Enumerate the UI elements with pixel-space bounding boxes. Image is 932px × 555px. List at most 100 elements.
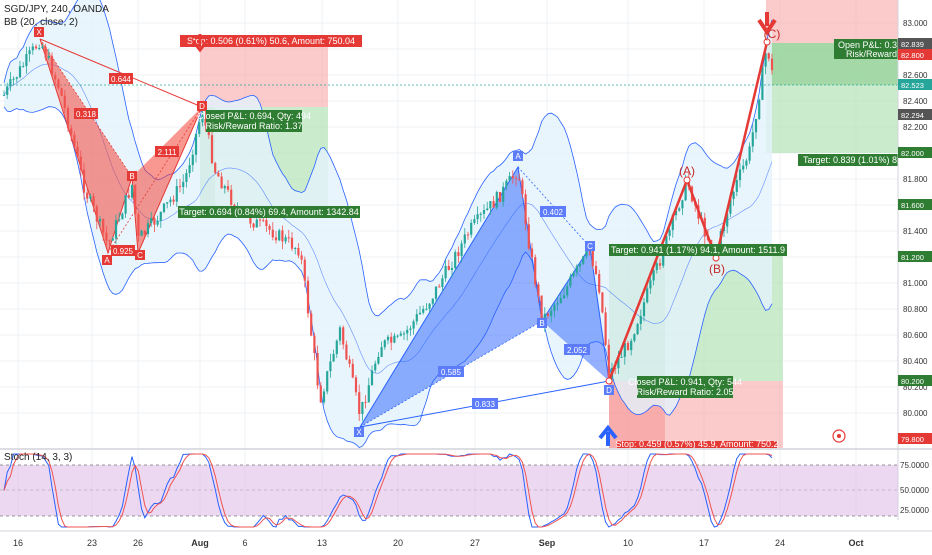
- svg-text:82.800: 82.800: [901, 51, 924, 60]
- candle: [137, 211, 140, 243]
- candle: [428, 302, 431, 313]
- blue-point-b: B: [539, 319, 544, 328]
- abc-pattern[interactable]: [605, 38, 771, 385]
- candle: [354, 375, 358, 396]
- candle: [370, 365, 374, 386]
- candle: [598, 269, 601, 295]
- candle: [546, 312, 550, 319]
- candle: [198, 117, 201, 138]
- candle: [361, 401, 364, 421]
- blue-pattern-labels: A C B X D 0.402 2.052 0.585 0.833: [354, 151, 614, 437]
- blue-ratio-xb: 0.585: [441, 368, 462, 377]
- candle: [252, 222, 255, 231]
- candle: [223, 184, 226, 194]
- candle: [143, 230, 146, 238]
- candle: [770, 53, 774, 75]
- candle: [41, 44, 44, 50]
- svg-text:82.839: 82.839: [901, 40, 924, 49]
- candle: [210, 129, 214, 165]
- candle: [438, 283, 441, 288]
- red-point-c: C: [137, 251, 143, 260]
- long-entry-arrow-icon: [598, 424, 618, 446]
- candle: [495, 190, 498, 210]
- candle: [38, 44, 41, 51]
- time-tick: 24: [775, 538, 785, 548]
- candle: [348, 355, 351, 368]
- candle: [278, 228, 281, 242]
- stochastic-pane[interactable]: Stoch (14, 3, 3) 75.0000 50.0000 25.0000: [0, 452, 929, 528]
- svg-text:79.800: 79.800: [901, 435, 924, 444]
- short-entry-arrow-icon: [191, 34, 209, 53]
- blue-ratio-ac: 0.402: [543, 208, 564, 217]
- candle: [406, 325, 409, 341]
- candle: [582, 255, 585, 266]
- candle: [140, 229, 143, 236]
- candle: [639, 309, 642, 331]
- candle: [82, 162, 86, 200]
- candle: [159, 211, 162, 228]
- candle: [415, 309, 418, 325]
- blue-point-x: X: [356, 428, 362, 437]
- candle: [390, 332, 393, 351]
- open-short-arrow-icon: [757, 12, 777, 36]
- candle: [518, 173, 521, 181]
- candle: [166, 201, 169, 209]
- price-tick: 80.400: [903, 357, 928, 366]
- candle: [338, 325, 342, 345]
- candle: [633, 333, 636, 343]
- stoch-legend: Stoch (14, 3, 3): [4, 452, 72, 463]
- candle: [134, 184, 137, 218]
- red-ratio-ac: 0.925: [113, 247, 134, 256]
- candle: [332, 349, 335, 362]
- candle: [86, 187, 89, 204]
- red-ratio-xb: 0.318: [76, 110, 97, 119]
- time-tick: 27: [470, 538, 480, 548]
- red-ratio-xd: 0.644: [111, 75, 132, 84]
- time-axis[interactable]: 16 23 26 Aug 6 13 20 27 Sep 10 17 24 Oct: [0, 530, 932, 548]
- candlestick-series: [2, 43, 774, 421]
- open-label-2: Risk/Reward R: [846, 49, 907, 59]
- candle: [191, 149, 194, 172]
- candle: [393, 332, 396, 344]
- candle: [25, 46, 28, 74]
- candle: [351, 358, 354, 379]
- candle: [169, 196, 172, 207]
- target-circle-icon[interactable]: [832, 429, 846, 443]
- svg-text:80.200: 80.200: [901, 377, 924, 386]
- red-harmonic-pattern[interactable]: [39, 38, 203, 255]
- red-point-a: A: [104, 256, 110, 265]
- candle: [434, 286, 438, 303]
- candle: [626, 340, 630, 351]
- candle: [230, 184, 233, 209]
- price-axis[interactable]: 83.000 82.800 82.600 82.400 82.200 82.000 81.8…: [897, 0, 932, 520]
- candle: [124, 194, 127, 218]
- candle: [418, 305, 422, 316]
- open-position-tool[interactable]: [766, 0, 898, 153]
- short-closed-label-2: Risk/Reward Ratio: 1.37: [205, 121, 302, 131]
- candle: [646, 282, 649, 304]
- candle: [121, 212, 124, 220]
- candle: [678, 206, 681, 212]
- candle: [738, 163, 742, 188]
- candle: [732, 190, 735, 206]
- price-tag: 80.200: [898, 375, 932, 386]
- candle: [502, 182, 505, 207]
- candle: [316, 345, 319, 390]
- candle: [188, 157, 191, 178]
- blue-point-d: D: [606, 386, 612, 395]
- candle: [6, 82, 9, 99]
- blue-point-a: A: [515, 152, 521, 161]
- time-tick: 10: [623, 538, 633, 548]
- candle: [319, 382, 322, 403]
- price-tag: 81.200: [898, 251, 932, 262]
- candle: [425, 303, 428, 311]
- candle: [655, 260, 658, 274]
- candle: [265, 218, 268, 232]
- candle: [386, 334, 390, 345]
- time-tick: 6: [242, 538, 247, 548]
- candle: [50, 52, 54, 78]
- candle: [172, 195, 175, 206]
- price-tick: 80.800: [903, 305, 928, 314]
- candle: [345, 340, 348, 361]
